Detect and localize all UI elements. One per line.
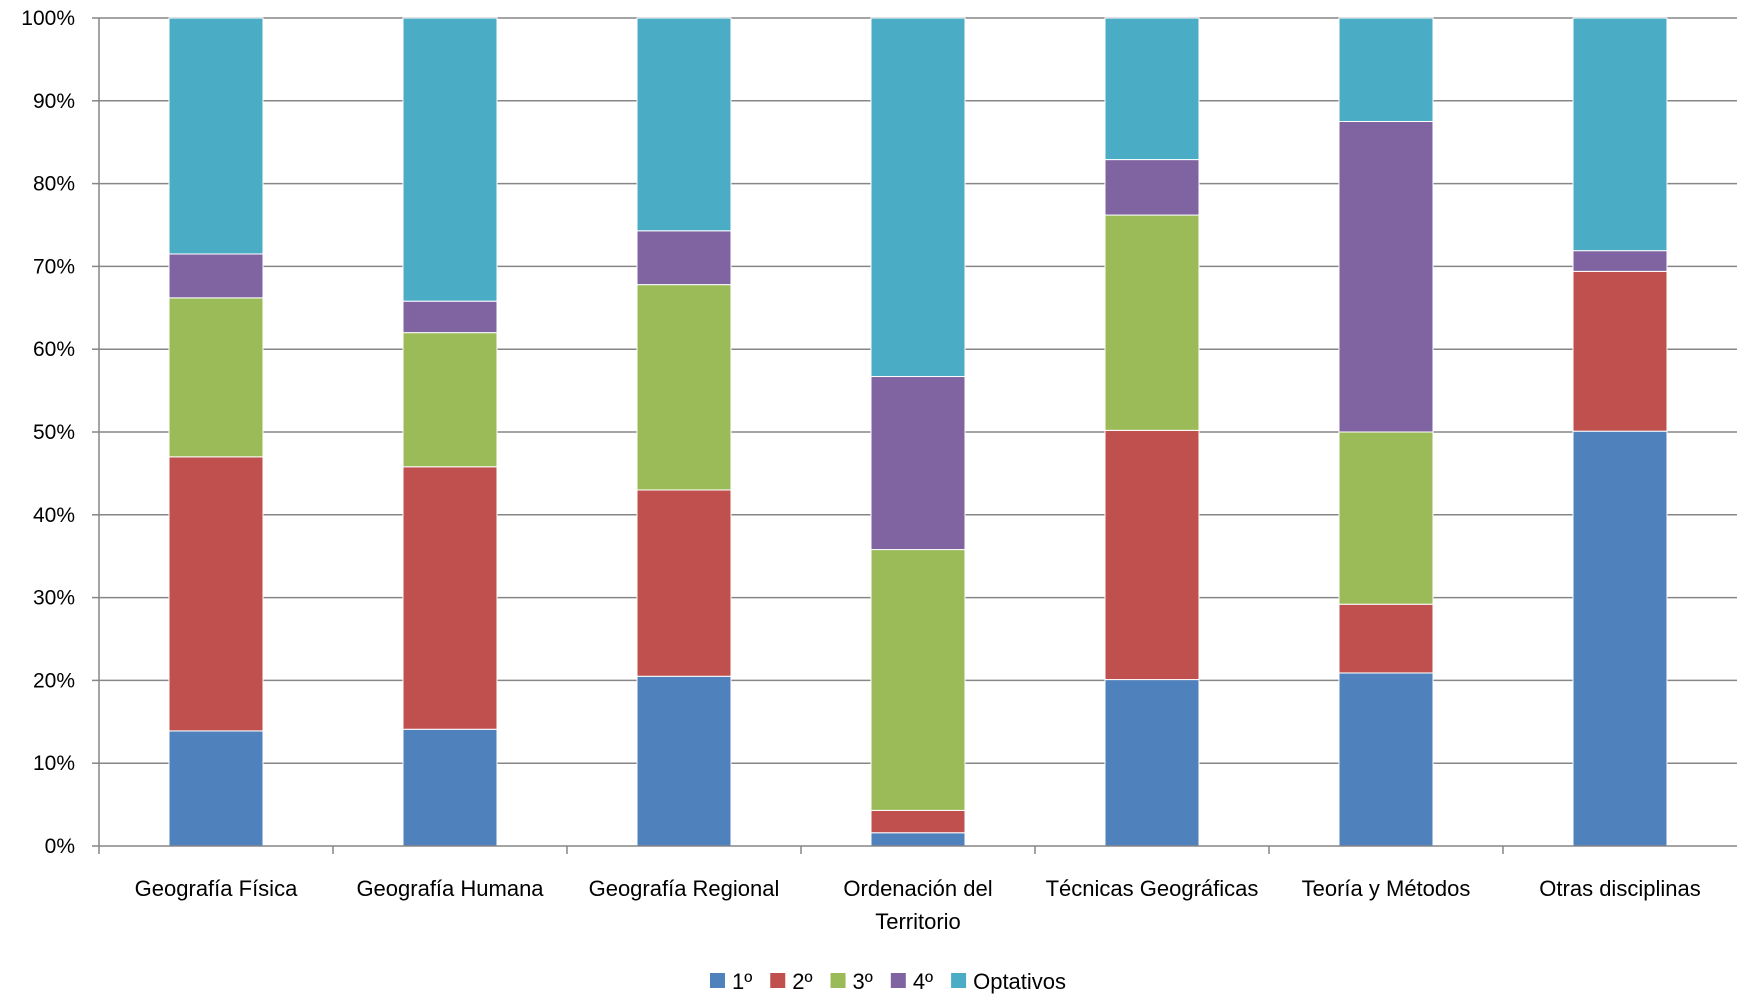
bar-segment xyxy=(1338,121,1434,433)
x-category-label: Geografía Física xyxy=(135,876,298,901)
bar-segment xyxy=(402,332,498,468)
legend: 1º 2º 3º 4º Optativos xyxy=(709,969,1066,994)
bar-segment xyxy=(636,489,732,677)
bar-segment xyxy=(168,730,264,847)
bar-segment xyxy=(1572,250,1668,272)
bar-segment xyxy=(636,17,732,232)
bar-segment xyxy=(870,832,966,847)
bar-segment xyxy=(870,809,966,834)
bar-segment xyxy=(636,675,732,847)
x-category-label: Otras disciplinas xyxy=(1539,876,1700,901)
y-tick-label: 80% xyxy=(33,173,75,196)
legend-swatch xyxy=(951,973,967,988)
legend-label: 1º xyxy=(732,969,752,994)
y-tick-label: 90% xyxy=(33,90,75,113)
x-category-label: Territorio xyxy=(875,909,961,934)
x-category-label: Técnicas Geográficas xyxy=(1046,876,1259,901)
legend-swatch xyxy=(830,973,846,988)
legend-swatch xyxy=(709,973,725,988)
bar-segment xyxy=(402,728,498,847)
bar-segment xyxy=(1572,17,1668,252)
x-category-labels: Geografía Física Geografía Humana Geografí… xyxy=(135,876,1701,934)
legend-swatch xyxy=(890,973,906,988)
x-category-label: Geografía Regional xyxy=(589,876,780,901)
bar-segment xyxy=(402,466,498,730)
bar-segment xyxy=(1338,431,1434,605)
bar-segment xyxy=(870,376,966,551)
bar-segment xyxy=(1572,270,1668,432)
bar-segment xyxy=(1338,603,1434,674)
bar-segment xyxy=(168,297,264,458)
y-tick-label: 100% xyxy=(21,7,75,30)
legend-label: Optativos xyxy=(973,969,1066,994)
bar-segment xyxy=(402,17,498,302)
y-tick-label: 30% xyxy=(33,587,75,610)
bar-segment xyxy=(636,284,732,491)
x-category-label: Teoría y Métodos xyxy=(1302,876,1471,901)
bar-segment xyxy=(1338,672,1434,847)
legend-label: 3º xyxy=(853,969,873,994)
axes xyxy=(92,17,1737,854)
bar-segment xyxy=(1338,17,1434,122)
bar-segment xyxy=(1104,679,1200,847)
bar-segment xyxy=(1104,159,1200,216)
legend-label: 4º xyxy=(913,969,933,994)
y-tick-label: 20% xyxy=(33,669,75,692)
y-tick-label: 0% xyxy=(45,835,75,858)
x-category-label: Ordenación del xyxy=(843,876,992,901)
y-tick-label: 60% xyxy=(33,338,75,361)
bar-segment xyxy=(168,456,264,732)
legend-swatch xyxy=(770,973,786,988)
bar-segment xyxy=(1104,17,1200,161)
bar-segment xyxy=(870,17,966,378)
y-tick-label: 70% xyxy=(33,255,75,278)
y-tick-label: 50% xyxy=(33,421,75,444)
x-category-label: Geografía Humana xyxy=(356,876,544,901)
y-tick-label: 40% xyxy=(33,504,75,527)
bar-segment xyxy=(1104,214,1200,431)
bar-segment xyxy=(1572,430,1668,847)
bar-segment xyxy=(1104,429,1200,681)
bar-segment xyxy=(402,300,498,334)
bar-segment xyxy=(636,230,732,286)
y-tick-labels: 0% 10% 20% 30% 40% 50% 60% 70% 80% 90% 100% xyxy=(21,7,75,858)
bar-segment xyxy=(870,549,966,811)
bar-segment xyxy=(168,17,264,255)
bars xyxy=(168,17,1668,847)
legend-label: 2º xyxy=(792,969,812,994)
bar-segment xyxy=(168,253,264,299)
y-tick-label: 10% xyxy=(33,752,75,775)
